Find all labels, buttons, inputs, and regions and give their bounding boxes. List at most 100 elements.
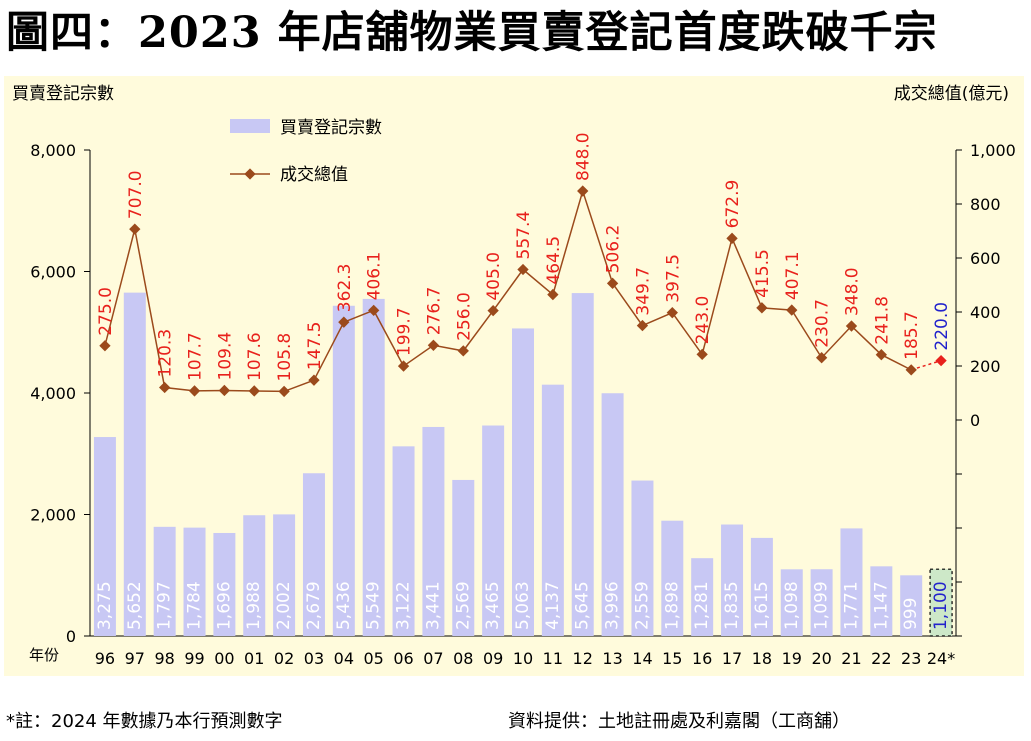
- bar: [482, 425, 505, 636]
- bar-value-label: 5,652: [125, 581, 145, 630]
- left-tick-label: 4,000: [30, 384, 76, 403]
- bar-value-label: 5,549: [364, 581, 384, 630]
- x-tick-label: 96: [95, 649, 115, 668]
- bar: [183, 527, 206, 636]
- right-tick-label: 800: [970, 195, 1001, 214]
- bar: [929, 568, 953, 637]
- right-tick-label: 1,000: [970, 141, 1016, 160]
- x-tick-label: 08: [453, 649, 473, 668]
- line-value-label: 220.0: [932, 302, 952, 351]
- line-value-label: 109.4: [215, 332, 235, 381]
- bar: [302, 473, 325, 636]
- line-point: [158, 381, 171, 394]
- bar: [332, 305, 355, 636]
- footnote: *註：2024 年數據乃本行預測數字: [6, 711, 283, 732]
- x-tick-label: 16: [692, 649, 712, 668]
- bar: [721, 524, 744, 636]
- right-axis-title: 成交總值(億元): [894, 84, 1009, 104]
- x-tick-label: 11: [543, 649, 563, 668]
- line-value-label: 348.0: [842, 267, 862, 316]
- line-value-label: 407.1: [783, 251, 803, 300]
- line-point: [457, 345, 469, 357]
- line-value-label: 243.0: [693, 296, 713, 345]
- line-value-label: 105.8: [275, 333, 295, 382]
- bar-value-label: 5,436: [334, 581, 354, 630]
- bar: [840, 528, 863, 636]
- chart-title: 圖四：2023 年店舖物業買賣登記首度跌破千宗: [6, 8, 938, 58]
- line-value-label: 241.8: [872, 296, 892, 345]
- bar: [362, 298, 385, 636]
- bar-value-label: 1,696: [214, 581, 234, 630]
- line-value-label: 506.2: [604, 225, 624, 274]
- bar: [541, 384, 564, 636]
- legend-bar-label: 買賣登記宗數: [280, 118, 382, 138]
- line-value-label: 557.4: [514, 211, 534, 260]
- line-point: [308, 374, 320, 386]
- bar: [900, 575, 923, 636]
- line-value-label: 464.5: [544, 236, 564, 285]
- line-value-label: 185.7: [902, 311, 922, 360]
- data-labels: 3,275 5,652 1,797 1,784 1,696 1,988 2,002 2,679…: [95, 132, 952, 630]
- bar: [750, 537, 773, 636]
- bar: [571, 293, 594, 636]
- line-value-label: 230.7: [813, 299, 833, 348]
- bar-value-label: 1,988: [244, 581, 264, 630]
- x-tick-label: 15: [662, 649, 682, 668]
- source-note: 資料提供：土地註冊處及利嘉閣（工商舖）: [508, 711, 850, 732]
- line-value-label: 147.5: [305, 322, 325, 371]
- line-value-label: 406.1: [365, 252, 385, 301]
- line-point: [338, 316, 350, 328]
- bar-value-label: 3,275: [95, 581, 115, 630]
- x-tick-label: 22: [871, 649, 891, 668]
- bar-value-label: 1,147: [871, 581, 891, 630]
- line-point: [935, 354, 947, 367]
- line-value-label: 848.0: [574, 132, 594, 181]
- line-point: [845, 320, 858, 332]
- left-tick-label: 0: [66, 627, 76, 646]
- line-value-label: 276.7: [424, 287, 444, 336]
- x-tick-label: 03: [304, 649, 324, 668]
- bar: [93, 437, 116, 636]
- bar-value-label: 1,898: [662, 581, 682, 630]
- line-point: [577, 185, 589, 197]
- bar: [123, 292, 146, 636]
- right-tick-label: 0: [970, 411, 980, 430]
- line-point: [248, 385, 260, 397]
- bar-value-label: 2,679: [304, 581, 324, 630]
- line-point: [786, 304, 798, 316]
- line-value-label: 707.0: [126, 170, 146, 219]
- bar-value-label: 4,137: [543, 581, 563, 630]
- x-tick-label: 07: [423, 649, 443, 668]
- bar-value-label: 1,835: [722, 581, 742, 630]
- x-tick-label: 14: [632, 649, 652, 668]
- bar: [243, 515, 266, 636]
- bar-value-label: 2,569: [453, 581, 473, 630]
- line-point: [188, 385, 201, 397]
- line-point: [636, 319, 649, 332]
- line-point: [875, 349, 888, 361]
- x-tick-label: 01: [244, 649, 264, 668]
- line-point: [815, 352, 828, 364]
- line-point: [397, 360, 410, 372]
- right-tick-label: 600: [970, 249, 1001, 268]
- bar: [661, 520, 684, 636]
- left-tick-label: 2,000: [30, 506, 76, 525]
- legend-line-label: 成交總值: [280, 165, 348, 185]
- bar: [780, 569, 803, 636]
- x-tick-label: 02: [274, 649, 294, 668]
- x-tick-label: 99: [184, 649, 204, 668]
- x-tick-label: 18: [752, 649, 772, 668]
- combo-chart: 買賣登記宗數 成交總值(億元) 年份 0 2,000 4,000 6,000 8,000…: [4, 76, 1024, 676]
- x-tick-label: 05: [364, 649, 384, 668]
- line-value-label: 415.5: [753, 249, 773, 298]
- bar: [810, 569, 833, 636]
- bar: [273, 514, 296, 636]
- line-path-forecast: [910, 359, 942, 371]
- bar-value-label: 1,615: [752, 581, 772, 630]
- bar: [422, 426, 445, 636]
- bar-series: [93, 292, 953, 637]
- line-point: [905, 364, 917, 376]
- line-point: [218, 384, 231, 397]
- chart-area: 買賣登記宗數 成交總值(億元) 年份 0 2,000 4,000 6,000 8,000…: [4, 76, 1024, 676]
- line-value-label: 120.3: [156, 329, 176, 378]
